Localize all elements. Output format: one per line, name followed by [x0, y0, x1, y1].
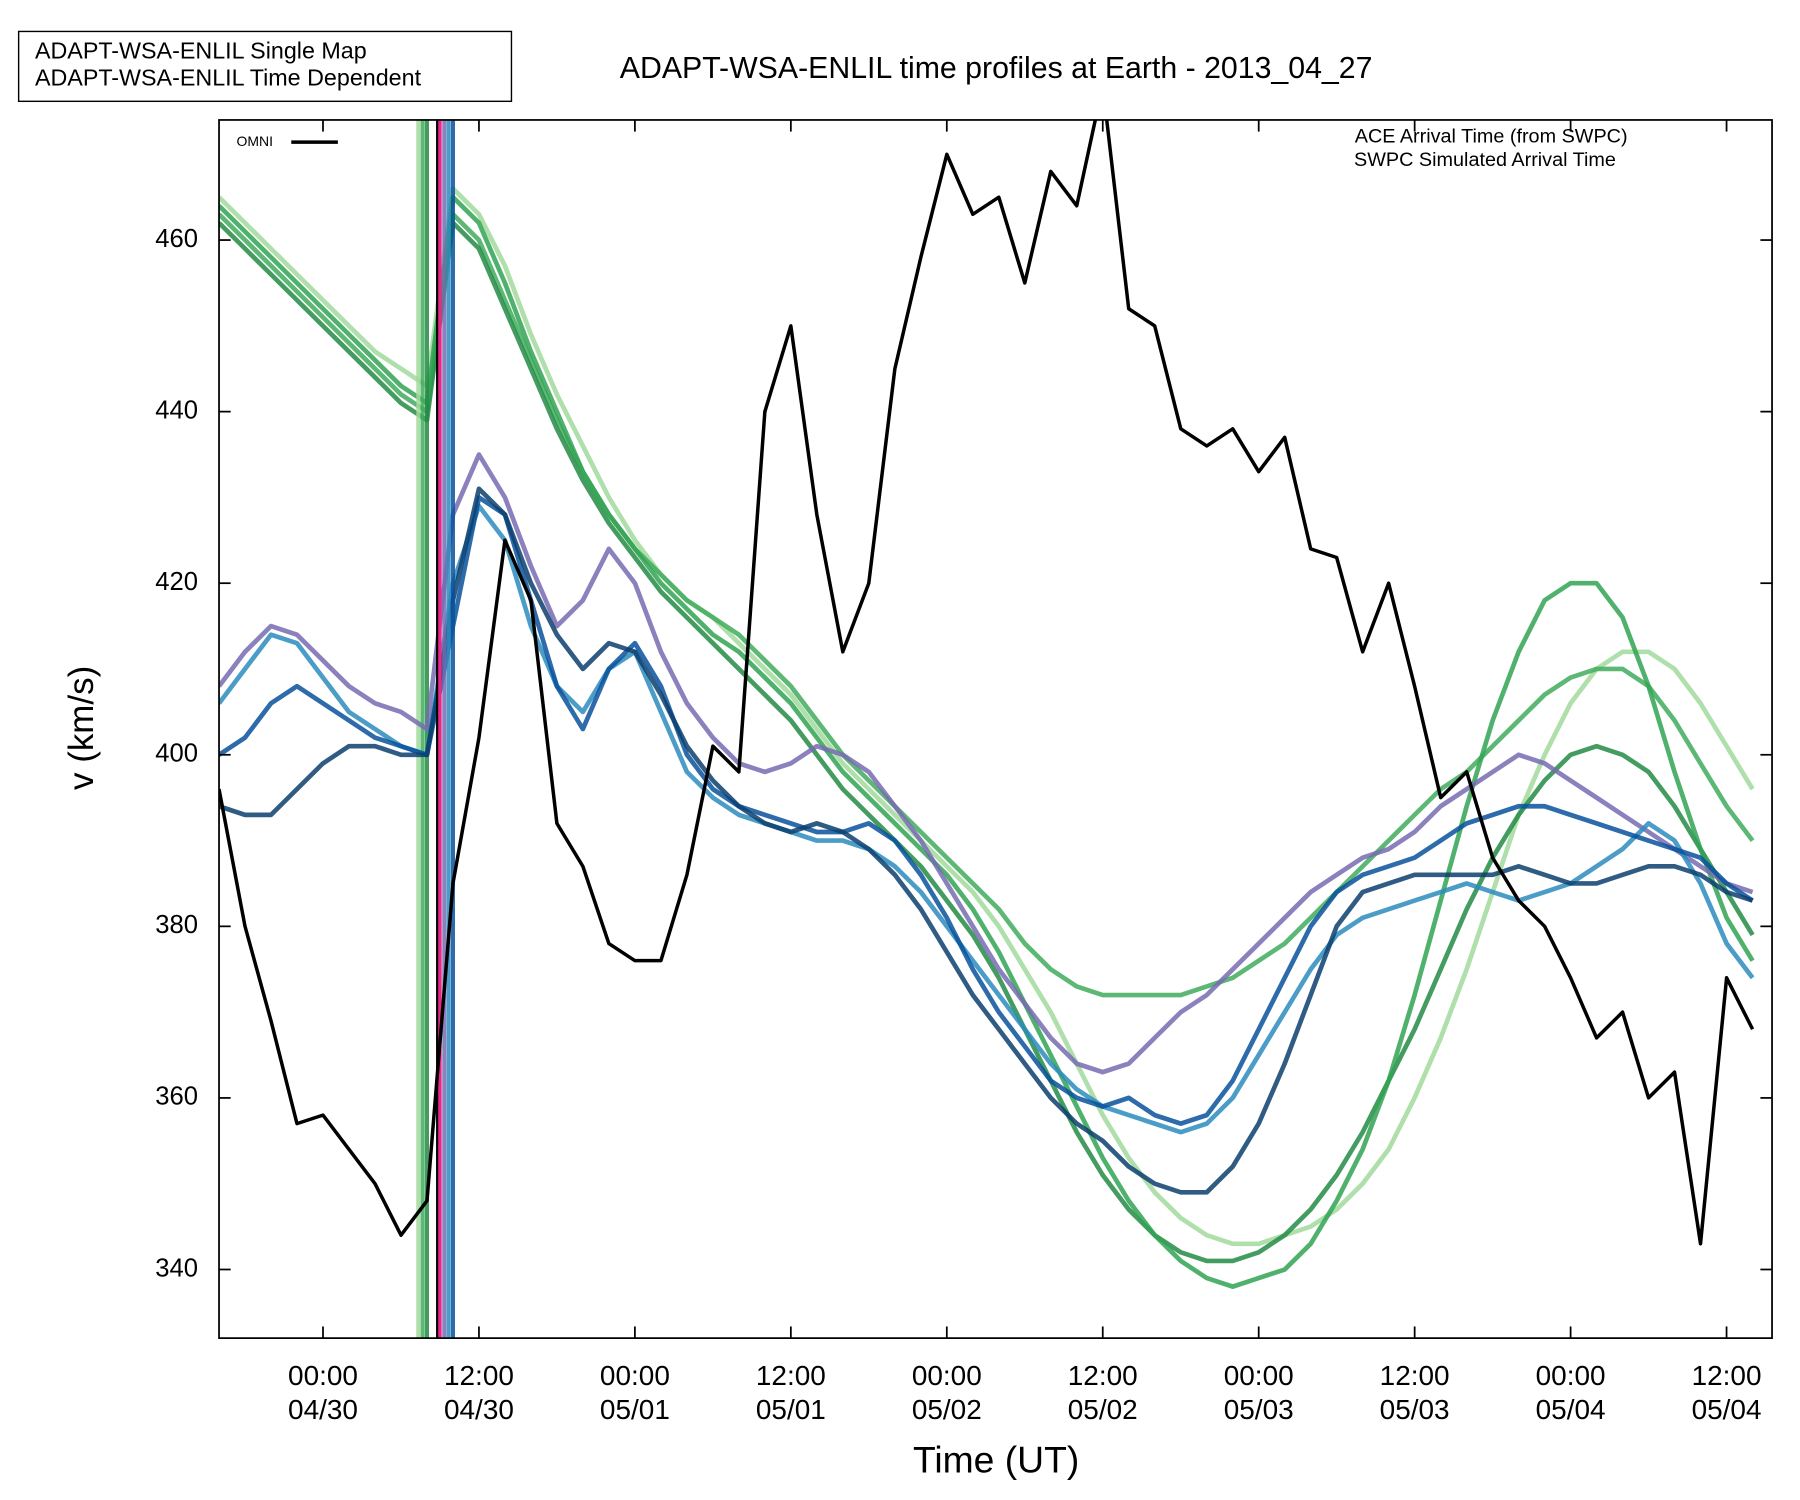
omni-line — [219, 119, 1755, 1246]
x-tick-time: 12:00 — [1380, 1360, 1450, 1391]
y-tick-label: 420 — [155, 568, 198, 596]
legend-box — [17, 30, 513, 103]
ensemble-line — [219, 452, 1754, 1075]
y-tick-label: 360 — [155, 1083, 198, 1111]
x-tick-date: 05/01 — [756, 1394, 826, 1425]
ensemble-line — [219, 194, 1755, 1289]
y-axis-label: v (km/s) — [62, 666, 101, 790]
x-axis-label: Time (UT) — [913, 1439, 1079, 1481]
x-tick-time: 12:00 — [1692, 1360, 1762, 1391]
x-tick-time: 00:00 — [1536, 1360, 1606, 1391]
plot-area — [219, 119, 1755, 1339]
annotation: ACE Arrival Time (from SWPC) — [1355, 126, 1628, 148]
x-tick-date: 05/02 — [912, 1394, 982, 1425]
legend-label: OMNI — [237, 133, 273, 149]
x-tick-time: 00:00 — [600, 1360, 670, 1391]
x-tick-date: 05/03 — [1224, 1394, 1294, 1425]
x-tick-date: 05/02 — [1068, 1394, 1138, 1425]
ensemble-line — [219, 220, 1755, 1264]
x-tick-date: 05/01 — [600, 1394, 670, 1425]
ensemble-line — [219, 186, 1755, 1247]
x-tick-date: 05/04 — [1692, 1394, 1762, 1425]
chart-title: ADAPT-WSA-ENLIL time profiles at Earth -… — [620, 52, 1373, 85]
plot-frame — [218, 119, 1773, 1339]
x-tick-date: 05/04 — [1536, 1394, 1606, 1425]
y-tick-label: 460 — [155, 225, 198, 253]
y-tick-label: 380 — [155, 911, 198, 939]
x-tick-time: 12:00 — [444, 1360, 514, 1391]
x-tick-time: 12:00 — [1068, 1360, 1138, 1391]
ensemble-line — [219, 486, 1754, 1195]
annotation: SWPC Simulated Arrival Time — [1354, 149, 1616, 171]
y-tick-label: 400 — [155, 740, 198, 768]
x-tick-time: 12:00 — [756, 1360, 826, 1391]
x-tick-date: 05/03 — [1380, 1394, 1450, 1425]
y-tick-label: 340 — [155, 1254, 198, 1282]
x-tick-date: 04/30 — [444, 1394, 514, 1425]
x-tick-time: 00:00 — [912, 1360, 982, 1391]
ensemble-line — [219, 211, 1755, 998]
x-tick-date: 04/30 — [288, 1394, 358, 1425]
y-tick-label: 440 — [155, 396, 198, 424]
legend-label: ADAPT-WSA-ENLIL Single Map — [35, 38, 367, 64]
x-tick-time: 00:00 — [288, 1360, 358, 1391]
legend-label: ADAPT-WSA-ENLIL Time Dependent — [35, 64, 422, 90]
ensemble-line — [219, 495, 1754, 1126]
x-tick-time: 00:00 — [1224, 1360, 1294, 1391]
